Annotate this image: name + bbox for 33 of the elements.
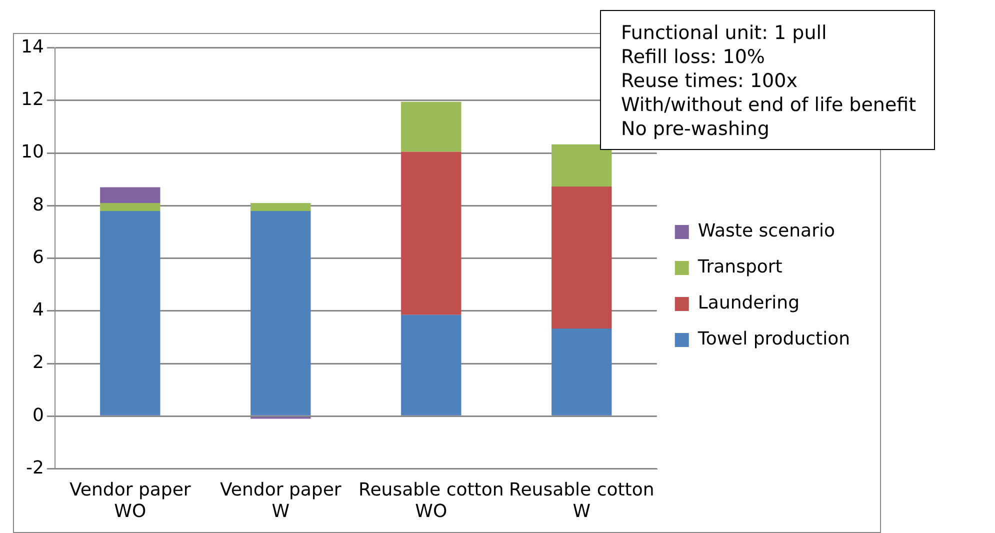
annotation: With/without end of life benefit bbox=[621, 93, 916, 117]
y-tick-label: 14 bbox=[21, 36, 44, 58]
legend-label: Towel production bbox=[696, 328, 850, 350]
x-tick-label: Vendor paper WO bbox=[69, 479, 192, 522]
legend-label: Laundering bbox=[698, 292, 800, 314]
y-tick-label: 10 bbox=[21, 142, 44, 163]
legend-label: Waste scenario bbox=[698, 220, 835, 242]
bar bbox=[100, 187, 160, 204]
bar bbox=[552, 328, 612, 416]
bar bbox=[401, 314, 462, 416]
x-tick-label: Vendor paper W bbox=[220, 479, 342, 522]
bar bbox=[401, 152, 462, 315]
y-tick-label: 6 bbox=[32, 246, 44, 268]
y-tick-label: 2 bbox=[32, 352, 44, 374]
bar bbox=[250, 210, 311, 416]
annotation: No pre-washing bbox=[621, 117, 770, 141]
bar bbox=[100, 203, 160, 211]
bar bbox=[100, 210, 160, 416]
text: Functional unit: 1 pull bbox=[621, 21, 828, 45]
bar bbox=[552, 186, 612, 329]
y-tick-label: 0 bbox=[32, 404, 44, 426]
bar bbox=[552, 144, 612, 186]
y-tick-label: 8 bbox=[32, 194, 44, 216]
x-tick-label: Reusable cotton WO bbox=[358, 479, 504, 522]
y-tick-label: 12 bbox=[21, 89, 44, 110]
bar bbox=[250, 203, 311, 211]
x-tick-label: Reusable cotton W bbox=[509, 479, 654, 522]
annotation: Refill loss: 10% bbox=[621, 45, 766, 69]
y-tick-label: 4 bbox=[32, 300, 44, 321]
legend-label: Transport bbox=[696, 256, 782, 278]
annotation: Reuse times: 100x bbox=[621, 69, 798, 93]
y-tick-label: -2 bbox=[26, 457, 44, 478]
bar bbox=[401, 102, 462, 152]
